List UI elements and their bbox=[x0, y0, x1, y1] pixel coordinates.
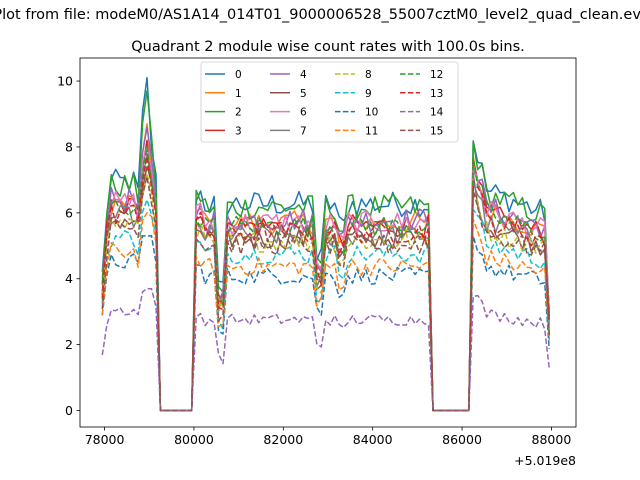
plot-frame bbox=[79, 57, 577, 428]
legend-label-4: 4 bbox=[300, 69, 307, 81]
legend-box bbox=[200, 61, 459, 143]
series-line-14 bbox=[101, 287, 550, 412]
legend-label-2: 2 bbox=[235, 107, 242, 119]
x-tick-label: 84000 bbox=[353, 432, 393, 447]
x-tick-label: 80000 bbox=[174, 432, 214, 447]
y-tick-label: 8 bbox=[65, 139, 73, 154]
x-tick-label: 82000 bbox=[263, 432, 303, 447]
legend-label-6: 6 bbox=[300, 107, 307, 119]
y-tick-label: 2 bbox=[65, 337, 73, 352]
series-line-12 bbox=[101, 146, 550, 412]
y-tick-label: 0 bbox=[65, 403, 73, 418]
legend-label-11: 11 bbox=[365, 125, 378, 137]
x-tick-label: 86000 bbox=[442, 432, 482, 447]
legend-label-0: 0 bbox=[235, 69, 242, 81]
legend-label-14: 14 bbox=[430, 107, 444, 119]
series-line-9 bbox=[101, 198, 550, 412]
x-tick-label: 88000 bbox=[532, 432, 572, 447]
legend-label-12: 12 bbox=[430, 69, 443, 81]
legend-label-8: 8 bbox=[365, 69, 372, 81]
legend-label-5: 5 bbox=[300, 88, 307, 100]
legend-label-10: 10 bbox=[365, 107, 378, 119]
plot-area: 78000 80000 82000 84000 86000 880000246810+5.… bbox=[57, 57, 577, 468]
legend-label-15: 15 bbox=[430, 125, 443, 137]
legend-label-1: 1 bbox=[235, 88, 242, 100]
chart-suptitle: Plot from file: modeM0/AS1A14_014T01_900… bbox=[0, 7, 640, 23]
series-group bbox=[101, 77, 550, 412]
x-tick-label: 78000 bbox=[85, 432, 125, 447]
legend-label-9: 9 bbox=[365, 88, 372, 100]
x-offset-label: +5.019e8 bbox=[514, 453, 576, 468]
series-line-15 bbox=[101, 175, 550, 412]
legend-label-3: 3 bbox=[235, 125, 242, 137]
y-tick-label: 4 bbox=[65, 271, 73, 286]
chart-title: Quadrant 2 module wise count rates with … bbox=[131, 39, 525, 55]
y-tick-label: 6 bbox=[65, 205, 73, 220]
legend-label-13: 13 bbox=[430, 88, 443, 100]
legend-label-7: 7 bbox=[300, 125, 307, 137]
y-tick-label: 10 bbox=[57, 74, 73, 89]
